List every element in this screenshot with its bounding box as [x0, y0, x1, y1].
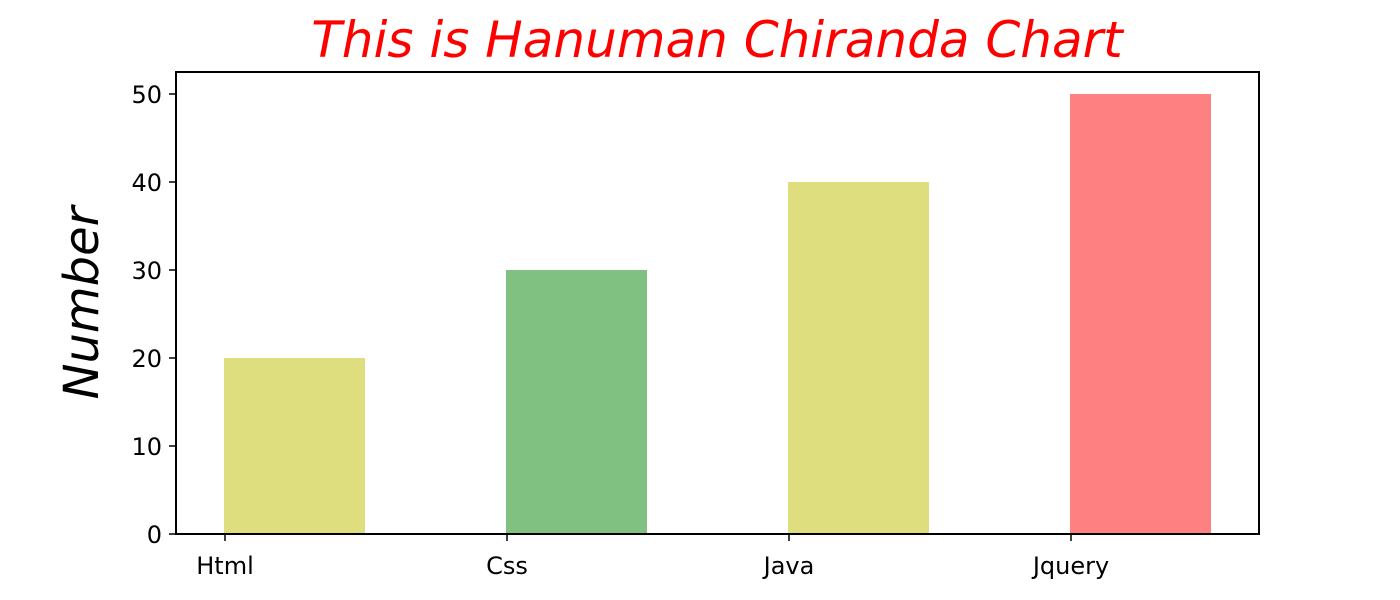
- y-axis-ticks: 0 10 20 30 40 50: [131, 81, 176, 549]
- bar-jquery: [1070, 94, 1211, 534]
- chart-title: This is Hanuman Chiranda Chart: [311, 11, 1125, 69]
- bars-group: [224, 94, 1211, 534]
- y-tick-label: 0: [147, 521, 162, 549]
- x-tick-label: Css: [486, 552, 528, 580]
- x-tick-label: Jquery: [1031, 552, 1109, 580]
- x-tick-label: Java: [762, 552, 815, 580]
- bar-html: [224, 358, 365, 534]
- x-tick-label: Html: [196, 552, 254, 580]
- y-tick-label: 10: [131, 433, 162, 461]
- y-tick-label: 40: [131, 169, 162, 197]
- y-tick-label: 20: [131, 345, 162, 373]
- bar-java: [788, 182, 929, 534]
- y-tick-label: 50: [131, 81, 162, 109]
- plot-frame: [175, 71, 1260, 535]
- y-tick-label: 30: [131, 257, 162, 285]
- bar-css: [506, 270, 647, 534]
- x-axis-ticks: Html Css Java Jquery: [196, 534, 1109, 580]
- y-axis-label: Number: [54, 203, 110, 399]
